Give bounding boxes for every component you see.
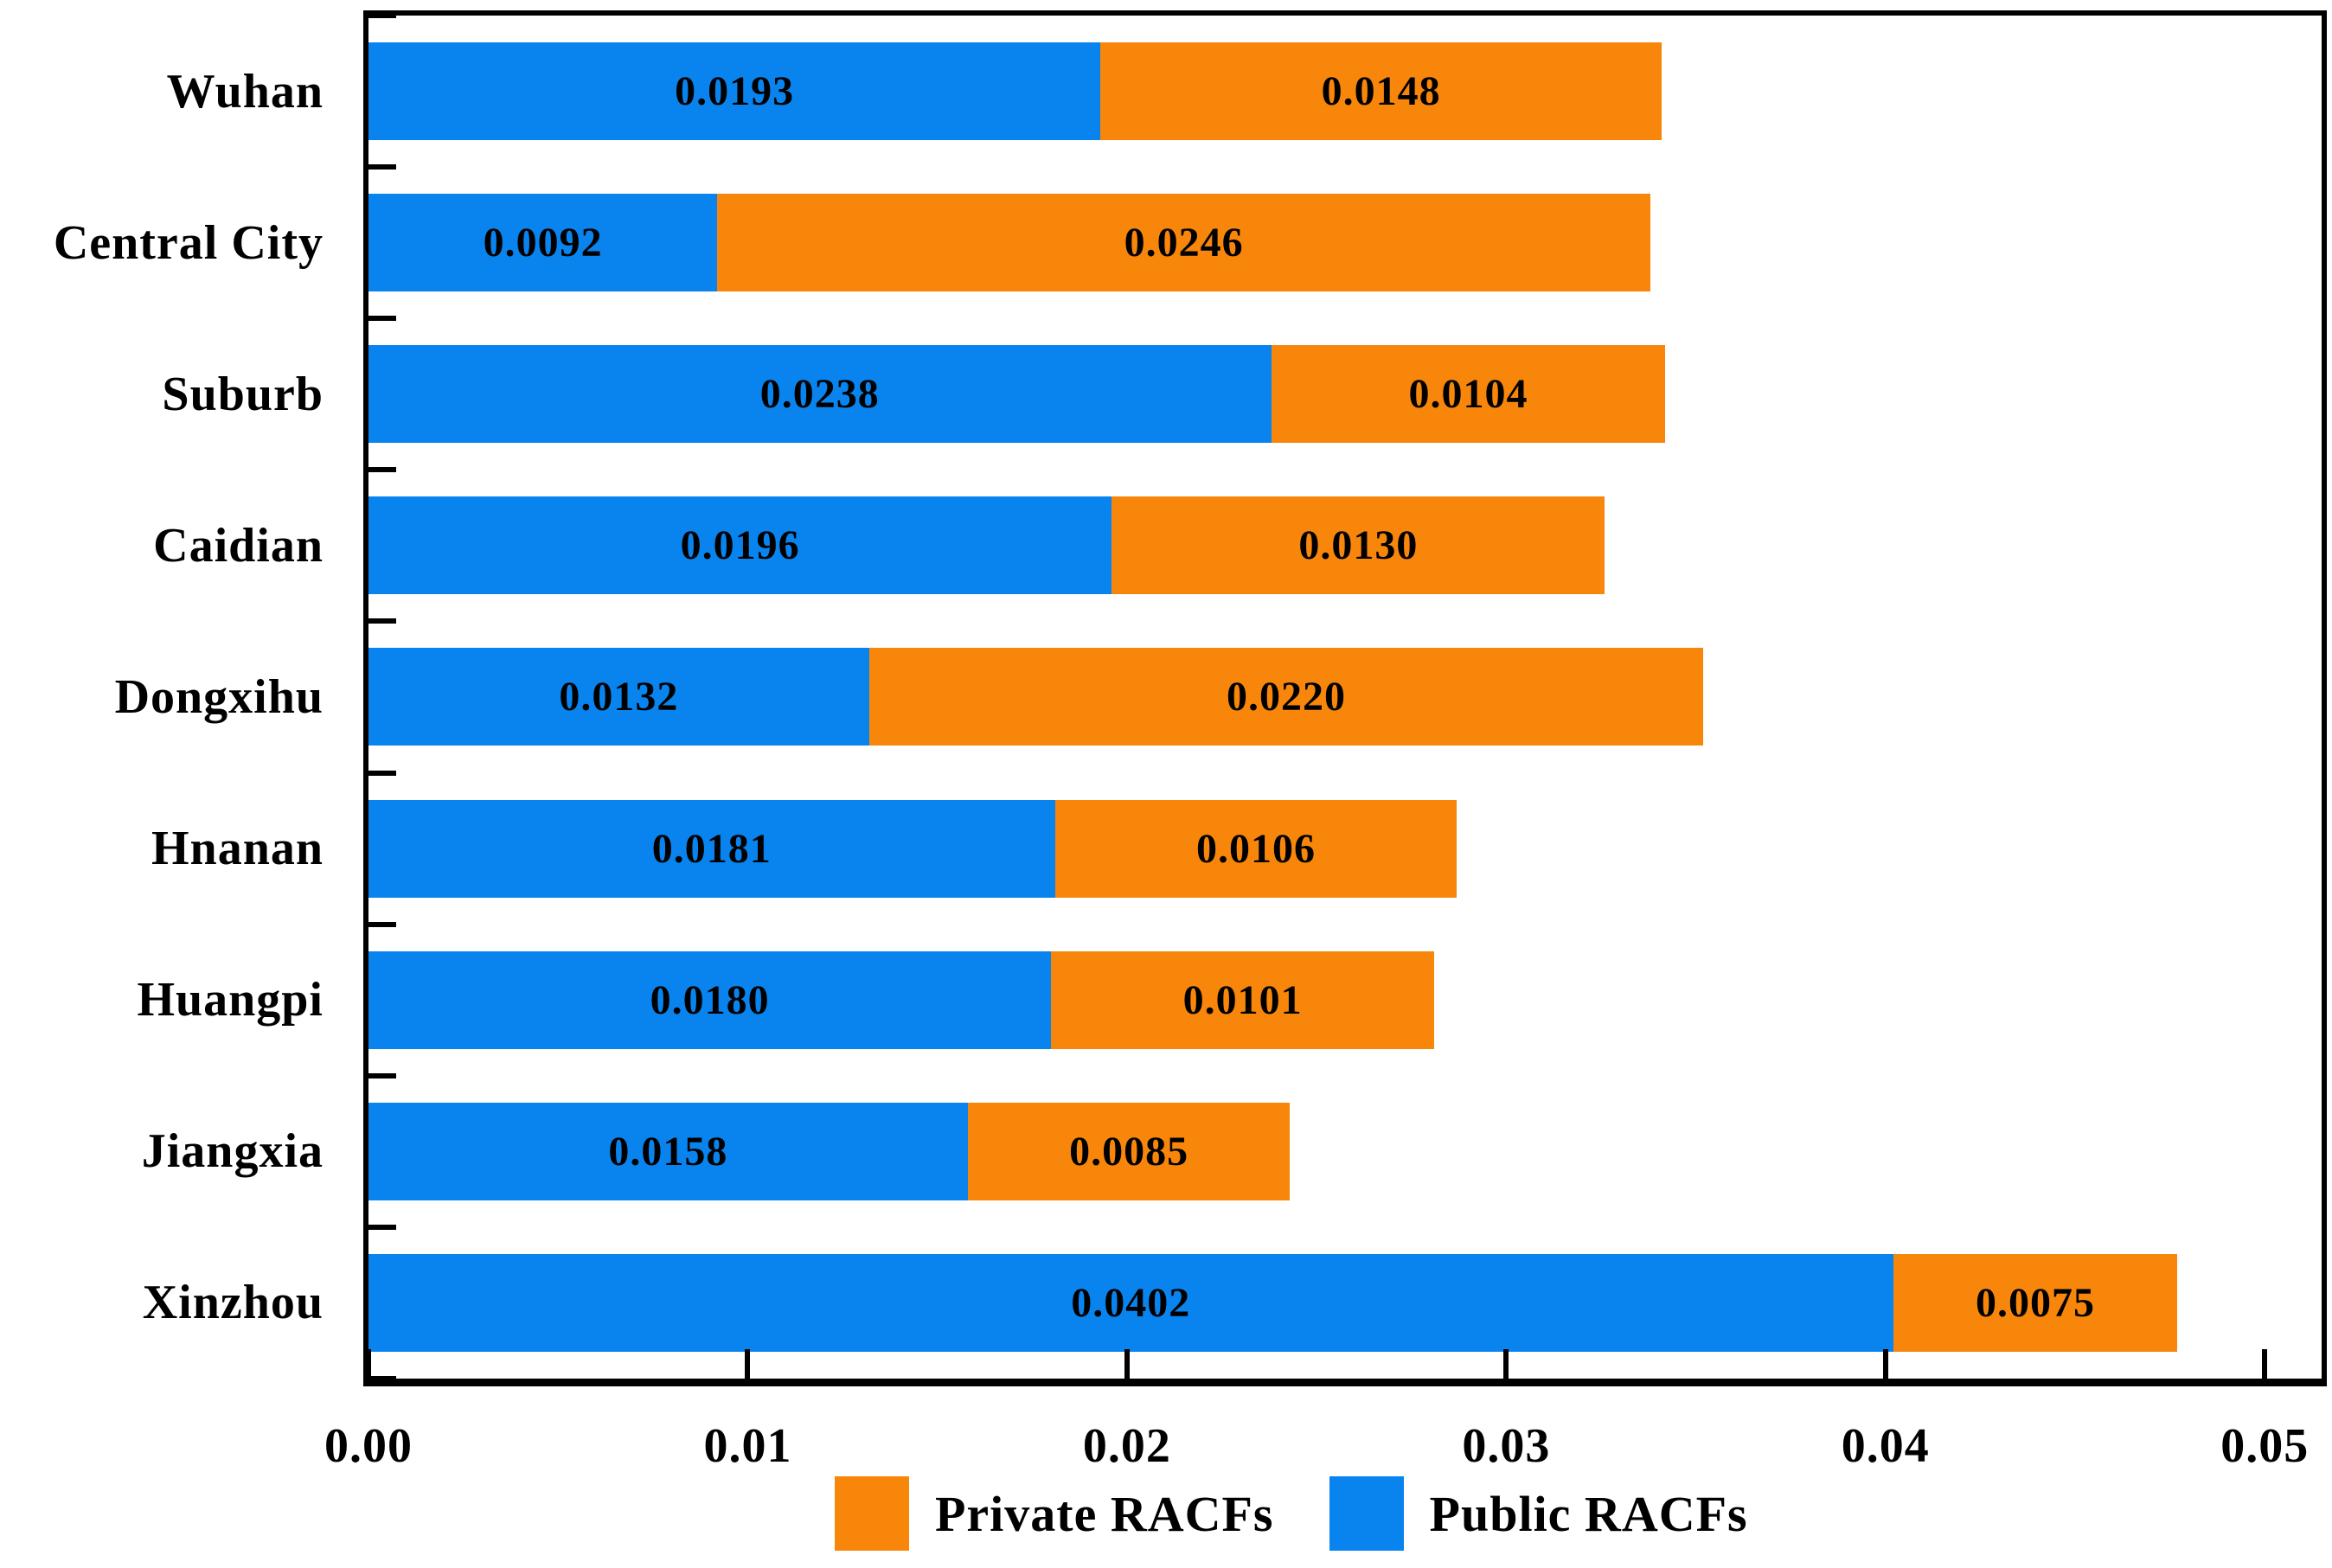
bar-value-label: 0.0085 (1069, 1128, 1189, 1174)
stacked-bar: 0.0180 0.0101 (368, 950, 2322, 1049)
bar-row: 0.0132 0.0220 (368, 621, 2322, 772)
stacked-bar: 0.0132 0.0220 (368, 648, 2322, 746)
bar-segment-public: 0.0132 (368, 648, 869, 746)
category-label: Jiangxia (141, 1124, 324, 1179)
bar-value-label: 0.0075 (1975, 1279, 2095, 1326)
bar-row: 0.0193 0.0148 (368, 16, 2322, 167)
bar-value-label: 0.0238 (759, 371, 880, 418)
category-label: Huangpi (137, 973, 324, 1027)
x-axis-tick-label: 0.01 (703, 1419, 792, 1473)
y-axis-tick (368, 1072, 396, 1078)
stacked-bar: 0.0092 0.0246 (368, 194, 2322, 292)
x-axis-tick-label: 0.03 (1462, 1419, 1551, 1473)
stacked-bar: 0.0238 0.0104 (368, 345, 2322, 444)
y-axis-tick (368, 467, 396, 473)
y-axis-tick (368, 1224, 396, 1230)
x-axis-tick-label: 0.02 (1082, 1419, 1171, 1473)
bar-rows: 0.0193 0.0148 0.0092 0.0246 0.0238 0.0104 0.01… (368, 16, 2322, 1379)
bar-value-label: 0.0220 (1227, 674, 1347, 720)
bar-value-label: 0.0246 (1124, 220, 1244, 266)
bar-value-label: 0.0130 (1298, 522, 1419, 569)
bar-segment-private: 0.0246 (717, 194, 1650, 292)
bar-segment-private: 0.0148 (1100, 42, 1663, 141)
x-axis-tick (2262, 1349, 2268, 1379)
category-label: Xinzhou (142, 1276, 324, 1330)
y-axis-tick (368, 316, 396, 322)
bar-segment-private: 0.0220 (868, 648, 1704, 746)
bar-segment-public: 0.0193 (368, 42, 1101, 141)
y-axis-category-labels: Wuhan Central City Suburb Caidian Dongxihu Hn… (0, 16, 344, 1379)
bar-row: 0.0158 0.0085 (368, 1076, 2322, 1227)
stacked-bar: 0.0158 0.0085 (368, 1102, 2322, 1200)
y-axis-tick (368, 770, 396, 776)
bar-value-label: 0.0180 (650, 976, 770, 1023)
y-axis-tick (368, 921, 396, 927)
x-axis-tick (366, 1349, 371, 1379)
legend-label-public: Public RACFs (1429, 1485, 1748, 1542)
stacked-bar: 0.0196 0.0130 (368, 496, 2322, 595)
category-label: Wuhan (166, 64, 324, 118)
plot-area: 0.0193 0.0148 0.0092 0.0246 0.0238 0.0104 0.01… (363, 10, 2327, 1386)
bar-segment-public: 0.0092 (368, 194, 718, 292)
bar-value-label: 0.0196 (680, 522, 800, 569)
category-label: Suburb (162, 367, 324, 421)
stacked-bar: 0.0181 0.0106 (368, 799, 2322, 898)
bar-segment-public: 0.0196 (368, 496, 1112, 595)
bar-segment-private: 0.0130 (1112, 496, 1605, 595)
bar-segment-private: 0.0106 (1054, 799, 1458, 898)
bar-row: 0.0092 0.0246 (368, 167, 2322, 318)
bar-row: 0.0402 0.0075 (368, 1227, 2322, 1379)
bar-value-label: 0.0092 (483, 220, 603, 266)
x-axis-tick-label: 0.05 (2220, 1419, 2310, 1473)
bar-segment-public: 0.0158 (368, 1102, 968, 1200)
category-label: Dongxihu (114, 669, 324, 724)
bar-segment-public: 0.0181 (368, 799, 1055, 898)
x-axis-tick-labels: 0.00 0.01 0.02 0.03 0.04 0.05 (324, 1418, 2322, 1496)
bar-row: 0.0180 0.0101 (368, 925, 2322, 1076)
bar-row: 0.0238 0.0104 (368, 318, 2322, 470)
y-axis-tick (368, 13, 396, 18)
bar-row: 0.0196 0.0130 (368, 470, 2322, 621)
bar-segment-public: 0.0180 (368, 950, 1052, 1049)
y-axis-tick (368, 164, 396, 170)
legend-swatch-public-icon (1329, 1476, 1404, 1551)
stacked-bar: 0.0193 0.0148 (368, 42, 2322, 141)
bar-value-label: 0.0101 (1182, 976, 1303, 1023)
category-label: Central City (53, 215, 324, 270)
bar-value-label: 0.0104 (1408, 371, 1528, 418)
bar-segment-public: 0.0402 (368, 1253, 1893, 1352)
x-axis-tick-label: 0.04 (1841, 1419, 1930, 1473)
bar-segment-private: 0.0085 (967, 1102, 1291, 1200)
x-axis-tick (1124, 1349, 1130, 1379)
legend-swatch-private-icon (835, 1476, 909, 1551)
legend: Private RACFs Public RACFs (835, 1470, 1748, 1557)
bar-segment-private: 0.0075 (1893, 1253, 2178, 1352)
x-axis-tick (745, 1349, 751, 1379)
y-axis-tick (368, 1376, 396, 1381)
x-axis-tick (1882, 1349, 1888, 1379)
x-axis-tick-label: 0.00 (324, 1419, 413, 1473)
bar-value-label: 0.0106 (1195, 825, 1316, 872)
legend-item-public: Public RACFs (1329, 1476, 1748, 1551)
bar-segment-private: 0.0101 (1051, 950, 1435, 1049)
bar-value-label: 0.0158 (608, 1128, 728, 1174)
bar-value-label: 0.0181 (651, 825, 772, 872)
category-label: Caidian (153, 518, 324, 573)
bar-segment-public: 0.0238 (368, 345, 1272, 444)
bar-value-label: 0.0193 (675, 68, 795, 115)
bar-value-label: 0.0402 (1071, 1279, 1191, 1326)
legend-label-private: Private RACFs (935, 1485, 1274, 1542)
bar-segment-private: 0.0104 (1271, 345, 1666, 444)
bar-row: 0.0181 0.0106 (368, 773, 2322, 925)
category-label: Hnanan (151, 822, 324, 876)
stacked-bar: 0.0402 0.0075 (368, 1253, 2322, 1352)
x-axis-tick (1503, 1349, 1509, 1379)
bar-value-label: 0.0132 (559, 674, 679, 720)
bar-value-label: 0.0148 (1321, 68, 1441, 115)
y-axis-tick (368, 618, 396, 624)
legend-item-private: Private RACFs (835, 1476, 1274, 1551)
